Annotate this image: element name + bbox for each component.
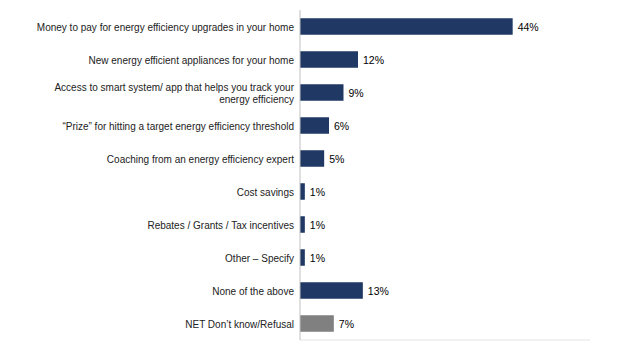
- data-label: 9%: [349, 87, 364, 99]
- data-label: 12%: [363, 54, 384, 66]
- bar: [300, 282, 363, 299]
- category-label: Other – Specify: [225, 252, 294, 263]
- bar: [300, 183, 305, 200]
- data-label: 1%: [310, 252, 325, 264]
- bar: [300, 117, 329, 134]
- category-label: Coaching from an energy efficiency exper…: [107, 153, 294, 164]
- category-label: NET Don’t know/Refusal: [185, 318, 294, 329]
- bar: [300, 84, 344, 101]
- category-label: Access to smart system/ app that helps y…: [54, 81, 294, 104]
- bar: [300, 18, 513, 35]
- chart-container: NET Don’t know/Refusal None of the above O…: [0, 0, 624, 350]
- category-label: “Prize” for hitting a target energy effi…: [62, 120, 294, 131]
- chart-svg: NET Don’t know/Refusal None of the above O…: [0, 0, 624, 350]
- bar: [300, 315, 334, 332]
- y-axis-line: [300, 10, 301, 340]
- category-label: Cost savings: [237, 186, 294, 197]
- data-label: 7%: [339, 318, 354, 330]
- category-label: Money to pay for energy efficiency upgra…: [37, 21, 295, 32]
- data-label: 5%: [329, 153, 344, 165]
- category-label: Rebates / Grants / Tax incentives: [147, 219, 294, 230]
- data-label: 44%: [518, 21, 539, 33]
- data-label: 1%: [310, 219, 325, 231]
- bars: [300, 18, 513, 332]
- bar: [300, 249, 305, 266]
- bar: [300, 150, 324, 167]
- category-label: None of the above: [212, 285, 294, 296]
- data-label: 1%: [310, 186, 325, 198]
- data-label: 6%: [334, 120, 349, 132]
- category-label: New energy efficient appliances for your…: [89, 54, 295, 65]
- bar: [300, 216, 305, 233]
- bar: [300, 51, 358, 68]
- x-range-line: [300, 340, 590, 341]
- data-label: 13%: [368, 285, 389, 297]
